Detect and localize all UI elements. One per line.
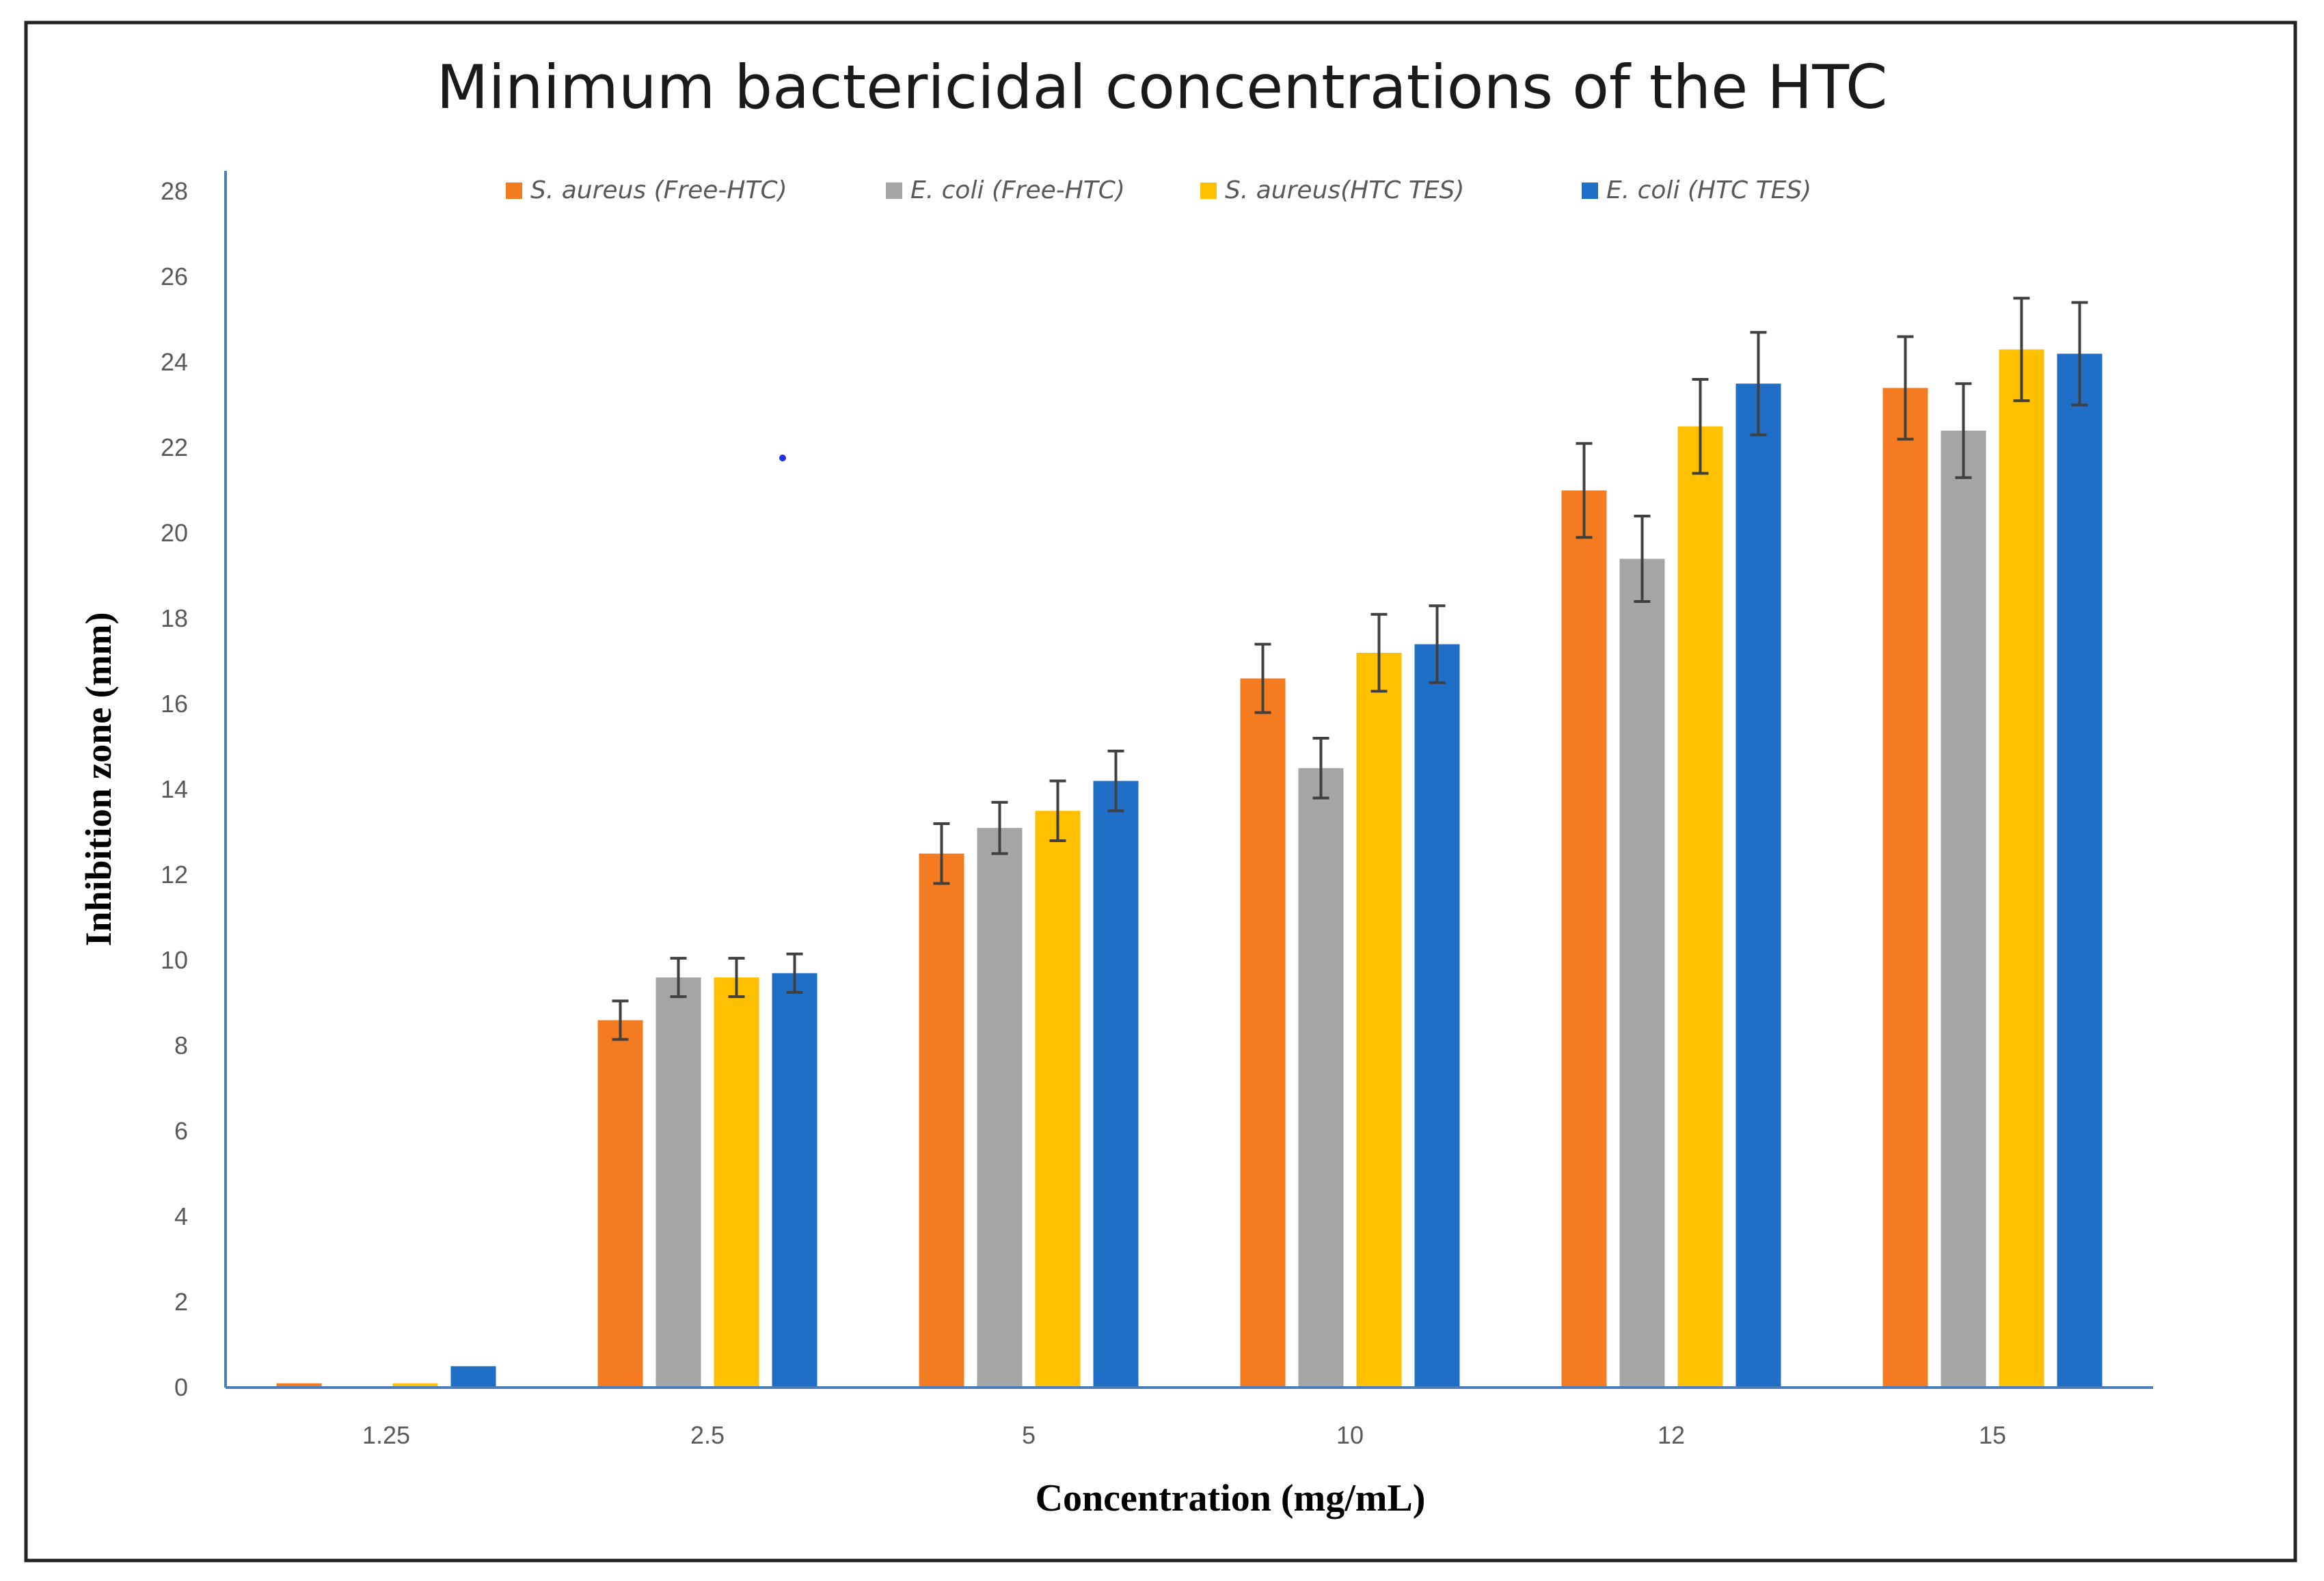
legend-item: E. coli (Free-HTC) xyxy=(886,176,1125,204)
x-axis-label: Concentration (mg/mL) xyxy=(1036,1477,1426,1519)
bar xyxy=(597,1020,643,1388)
bar xyxy=(276,1383,322,1388)
y-tick-label: 8 xyxy=(174,1031,188,1059)
bar xyxy=(919,853,964,1388)
stray-dot xyxy=(779,455,786,461)
y-tick-label: 20 xyxy=(161,519,188,547)
error-bar xyxy=(786,952,803,994)
bar xyxy=(772,973,818,1388)
x-tick-label: 1.25 xyxy=(362,1421,410,1449)
error-bar xyxy=(1254,643,1271,714)
bar xyxy=(1035,811,1081,1388)
error-bar xyxy=(612,999,629,1041)
chart-title: Minimum bactericidal concentrations of t… xyxy=(437,52,1888,122)
y-tick-label: 0 xyxy=(174,1373,188,1401)
error-bar xyxy=(2071,301,2088,407)
x-tick-label: 5 xyxy=(1022,1421,1036,1449)
y-tick-label: 4 xyxy=(174,1202,188,1230)
error-bar xyxy=(1955,382,1972,479)
bar xyxy=(1735,383,1781,1388)
error-bar xyxy=(1107,749,1124,813)
y-tick-label: 28 xyxy=(161,177,188,205)
error-bar xyxy=(1312,737,1329,800)
error-bar xyxy=(1897,335,1914,441)
legend-item: E. coli (HTC TES) xyxy=(1582,176,1811,204)
error-bar xyxy=(1750,331,1767,437)
error-bar xyxy=(1576,442,1593,539)
error-bars xyxy=(612,297,2088,1041)
legend-label: S. aureus(HTC TES) xyxy=(1225,176,1464,204)
legend-label: E. coli (Free-HTC) xyxy=(910,176,1125,204)
y-tick-label: 10 xyxy=(161,946,188,974)
bar xyxy=(656,977,701,1388)
error-bar xyxy=(1692,378,1709,475)
error-bar xyxy=(728,956,745,999)
error-bar xyxy=(1049,779,1066,842)
x-tick-label: 10 xyxy=(1336,1421,1364,1449)
error-bar xyxy=(2013,297,2030,403)
bar xyxy=(977,828,1023,1388)
y-tick-label: 18 xyxy=(161,604,188,632)
y-tick-label: 12 xyxy=(161,861,188,889)
bar xyxy=(1298,768,1344,1388)
bar xyxy=(1240,678,1286,1388)
error-bar xyxy=(933,822,950,885)
bar xyxy=(1561,490,1607,1388)
y-tick-label: 22 xyxy=(161,433,188,461)
bar xyxy=(1414,644,1460,1388)
legend-item: S. aureus(HTC TES) xyxy=(1200,176,1464,204)
bar xyxy=(1941,431,1986,1388)
y-tick-label: 2 xyxy=(174,1288,188,1316)
x-axis-ticks: 1.25 2.5 5 10 12 15 xyxy=(362,1421,2006,1449)
bars xyxy=(276,349,2103,1388)
y-tick-label: 16 xyxy=(161,690,188,718)
y-tick-label: 26 xyxy=(161,262,188,290)
error-bar xyxy=(1370,612,1388,693)
bar xyxy=(1999,349,2044,1388)
x-tick-label: 12 xyxy=(1658,1421,1685,1449)
legend-swatch xyxy=(1200,183,1217,199)
bar xyxy=(1093,781,1139,1388)
error-bar xyxy=(1634,515,1651,603)
error-bar xyxy=(1429,604,1446,684)
legend-swatch xyxy=(506,183,522,199)
bar xyxy=(2057,353,2103,1388)
legend-item: S. aureus (Free-HTC) xyxy=(506,176,787,204)
y-tick-label: 6 xyxy=(174,1117,188,1145)
x-tick-label: 2.5 xyxy=(690,1421,725,1449)
bar xyxy=(1882,388,1928,1388)
bar xyxy=(450,1366,496,1388)
legend-swatch xyxy=(1582,183,1598,199)
error-bar xyxy=(991,800,1008,855)
y-axis-label: Inhibition zone (mm) xyxy=(78,612,119,946)
bar xyxy=(1356,653,1402,1388)
legend-swatch xyxy=(886,183,902,199)
legend: S. aureus (Free-HTC) E. coli (Free-HTC) S.… xyxy=(506,176,1811,204)
bar xyxy=(392,1383,438,1388)
bar xyxy=(714,977,759,1388)
y-tick-label: 24 xyxy=(161,348,188,376)
x-tick-label: 15 xyxy=(1979,1421,2006,1449)
legend-label: E. coli (HTC TES) xyxy=(1606,176,1811,204)
bar xyxy=(1619,558,1665,1388)
legend-label: S. aureus (Free-HTC) xyxy=(530,176,787,204)
bar xyxy=(1677,426,1723,1388)
y-tick-label: 14 xyxy=(161,775,188,803)
error-bar xyxy=(670,956,687,999)
